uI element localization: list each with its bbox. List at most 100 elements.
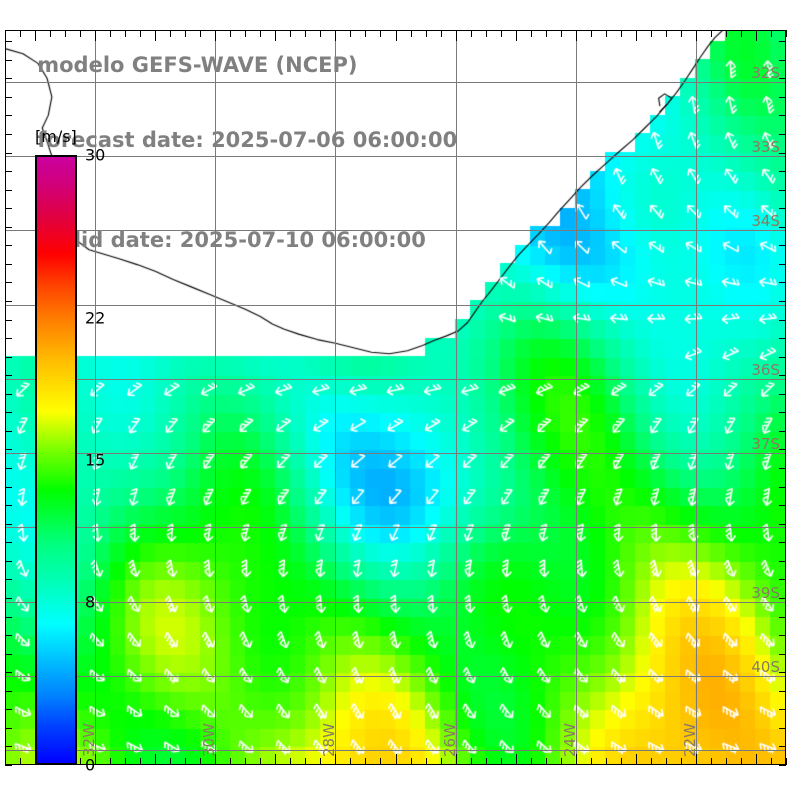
lat-tick-label: 39S <box>751 583 780 602</box>
axis-tick <box>5 486 12 488</box>
axis-tick <box>5 189 12 191</box>
axis-tick <box>779 245 786 247</box>
axis-tick <box>515 30 517 41</box>
axis-tick <box>5 690 12 692</box>
gridline-lat <box>5 750 786 752</box>
axis-tick <box>5 208 12 210</box>
axis-tick <box>455 30 457 41</box>
axis-tick <box>410 30 412 37</box>
axis-tick <box>665 758 667 765</box>
gridline-lon <box>95 30 97 765</box>
axis-tick <box>779 523 786 525</box>
axis-tick <box>755 754 757 765</box>
axis-tick <box>440 758 442 765</box>
axis-tick <box>515 754 517 765</box>
colorbar-gradient <box>35 155 77 765</box>
axis-tick <box>155 754 157 765</box>
title-line-model: modelo GEFS-WAVE (NCEP) <box>37 53 358 77</box>
axis-tick <box>125 758 127 765</box>
axis-tick <box>5 709 12 711</box>
axis-tick <box>725 30 727 37</box>
axis-tick <box>485 30 487 37</box>
colorbar-tick-label: 15 <box>85 450 106 470</box>
axis-tick <box>5 597 12 599</box>
colorbar-unit-label: [m/s] <box>35 127 77 146</box>
axis-tick <box>5 672 12 674</box>
axis-tick <box>779 709 786 711</box>
axis-tick <box>779 152 786 154</box>
axis-tick <box>755 30 757 41</box>
gridline-lat <box>5 81 786 83</box>
axis-tick <box>200 30 202 37</box>
gridline-lat <box>5 304 786 306</box>
axis-tick <box>5 375 12 377</box>
axis-tick <box>260 758 262 765</box>
axis-tick <box>779 263 786 265</box>
axis-tick <box>710 758 712 765</box>
axis-tick <box>65 30 67 37</box>
axis-tick <box>275 30 277 41</box>
axis-tick <box>779 430 786 432</box>
axis-tick <box>710 30 712 37</box>
gridline-lon <box>455 30 457 765</box>
axis-tick <box>560 30 562 37</box>
axis-tick <box>786 30 787 37</box>
map-plot-area[interactable]: 32S 33S 34S 36S 37S 39S 40S 32W 30W 28W 26W 24W 22W <box>5 30 786 765</box>
axis-tick <box>779 300 786 302</box>
axis-tick <box>170 758 172 765</box>
lat-tick-label: 34S <box>751 212 780 231</box>
axis-tick <box>5 115 12 117</box>
axis-tick <box>530 30 532 37</box>
axis-tick <box>275 754 277 765</box>
axis-tick <box>605 758 607 765</box>
axis-tick <box>779 133 786 135</box>
colorbar-tick-label: 22 <box>85 308 106 328</box>
axis-tick <box>779 690 786 692</box>
axis-tick <box>290 758 292 765</box>
axis-tick <box>425 30 427 37</box>
axis-tick <box>380 758 382 765</box>
axis-tick <box>779 189 786 191</box>
axis-tick <box>779 96 786 98</box>
axis-tick <box>665 30 667 37</box>
axis-tick <box>779 115 786 117</box>
axis-tick <box>5 393 12 395</box>
axis-tick <box>779 338 786 340</box>
axis-tick <box>779 171 786 173</box>
axis-tick <box>485 758 487 765</box>
axis-tick <box>779 319 786 321</box>
colorbar-tick-label: 8 <box>85 592 96 612</box>
axis-tick <box>680 30 682 37</box>
axis-tick <box>230 758 232 765</box>
axis-tick <box>779 226 786 228</box>
axis-tick <box>650 30 652 37</box>
axis-tick <box>779 393 786 395</box>
axis-tick <box>500 758 502 765</box>
axis-tick <box>5 523 12 525</box>
axis-tick <box>740 30 742 37</box>
lat-tick-label: 36S <box>751 360 780 379</box>
axis-tick <box>779 41 786 43</box>
axis-tick <box>470 758 472 765</box>
axis-tick <box>770 30 772 37</box>
axis-tick <box>779 597 786 599</box>
axis-tick <box>779 468 786 470</box>
axis-tick <box>5 263 12 265</box>
axis-tick <box>779 208 786 210</box>
axis-tick <box>5 616 12 618</box>
axis-tick <box>80 30 82 37</box>
axis-tick <box>779 653 786 655</box>
lat-tick-label: 40S <box>751 657 780 676</box>
axis-tick <box>5 356 12 358</box>
axis-tick <box>545 30 547 37</box>
axis-tick <box>380 30 382 37</box>
gridline-lat <box>5 453 786 455</box>
gridline-lat <box>5 527 786 529</box>
axis-tick <box>5 412 12 414</box>
gridline-lon <box>215 30 217 765</box>
axis-tick <box>5 245 12 247</box>
axis-tick <box>5 282 12 284</box>
axis-tick <box>779 635 786 637</box>
axis-tick <box>530 758 532 765</box>
colorbar-tick-label: 30 <box>85 145 106 165</box>
